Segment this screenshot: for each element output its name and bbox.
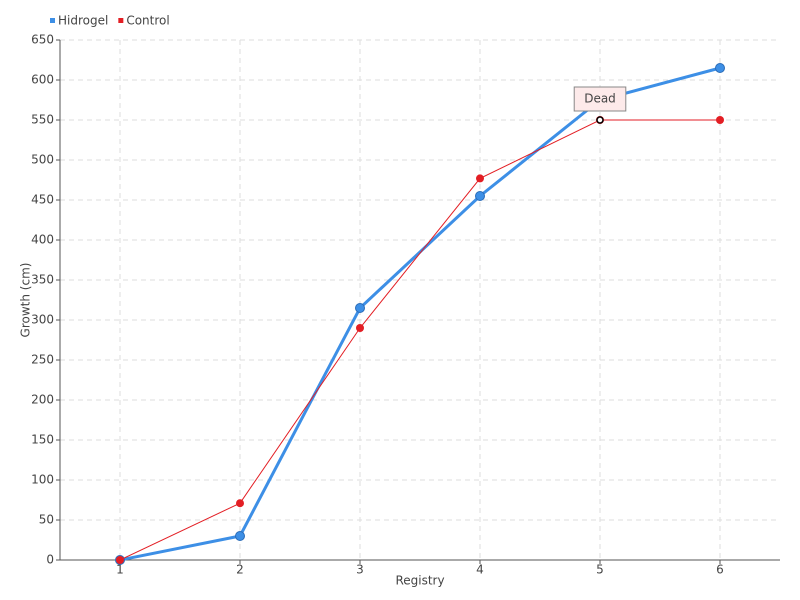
y-tick-label: 300 bbox=[31, 313, 54, 327]
x-tick-label: 3 bbox=[356, 563, 364, 577]
x-tick-label: 1 bbox=[116, 563, 124, 577]
x-axis-label: Registry bbox=[395, 574, 444, 588]
annotation-point bbox=[596, 116, 604, 124]
y-tick-label: 50 bbox=[39, 513, 54, 527]
point bbox=[356, 324, 364, 332]
y-tick-label: 600 bbox=[31, 73, 54, 87]
y-tick-label: 0 bbox=[46, 553, 54, 567]
y-tick-label: 100 bbox=[31, 473, 54, 487]
y-axis-label: Growth (cm) bbox=[19, 263, 33, 338]
legend-swatch bbox=[50, 18, 55, 23]
point bbox=[236, 499, 244, 508]
legend-swatch bbox=[118, 18, 124, 23]
legend-label: Hidrogel bbox=[58, 14, 108, 28]
y-tick-label: 200 bbox=[31, 393, 54, 407]
point bbox=[235, 531, 245, 541]
y-tick-label: 550 bbox=[31, 113, 54, 127]
annotation-box bbox=[573, 86, 627, 112]
x-tick-label: 4 bbox=[476, 563, 484, 577]
point bbox=[715, 63, 725, 73]
point bbox=[476, 174, 484, 183]
annotation: Dead bbox=[573, 86, 627, 112]
x-tick-label: 6 bbox=[716, 563, 724, 577]
legend-label: Control bbox=[126, 14, 169, 28]
x-tick-label: 5 bbox=[596, 563, 604, 577]
point bbox=[355, 303, 365, 313]
y-tick-label: 250 bbox=[31, 353, 54, 367]
y-tick-label: 500 bbox=[31, 153, 54, 167]
point bbox=[475, 191, 485, 201]
y-tick-label: 650 bbox=[31, 33, 54, 47]
y-tick-label: 150 bbox=[31, 433, 54, 447]
y-tick-label: 350 bbox=[31, 273, 54, 287]
series-line bbox=[119, 119, 720, 561]
point bbox=[716, 116, 724, 124]
annotation-text: Dead bbox=[584, 92, 616, 106]
x-tick-label: 2 bbox=[236, 563, 244, 577]
series-line bbox=[119, 66, 721, 562]
point bbox=[116, 556, 124, 564]
y-tick-label: 400 bbox=[31, 233, 54, 247]
y-tick-label: 450 bbox=[31, 193, 54, 207]
